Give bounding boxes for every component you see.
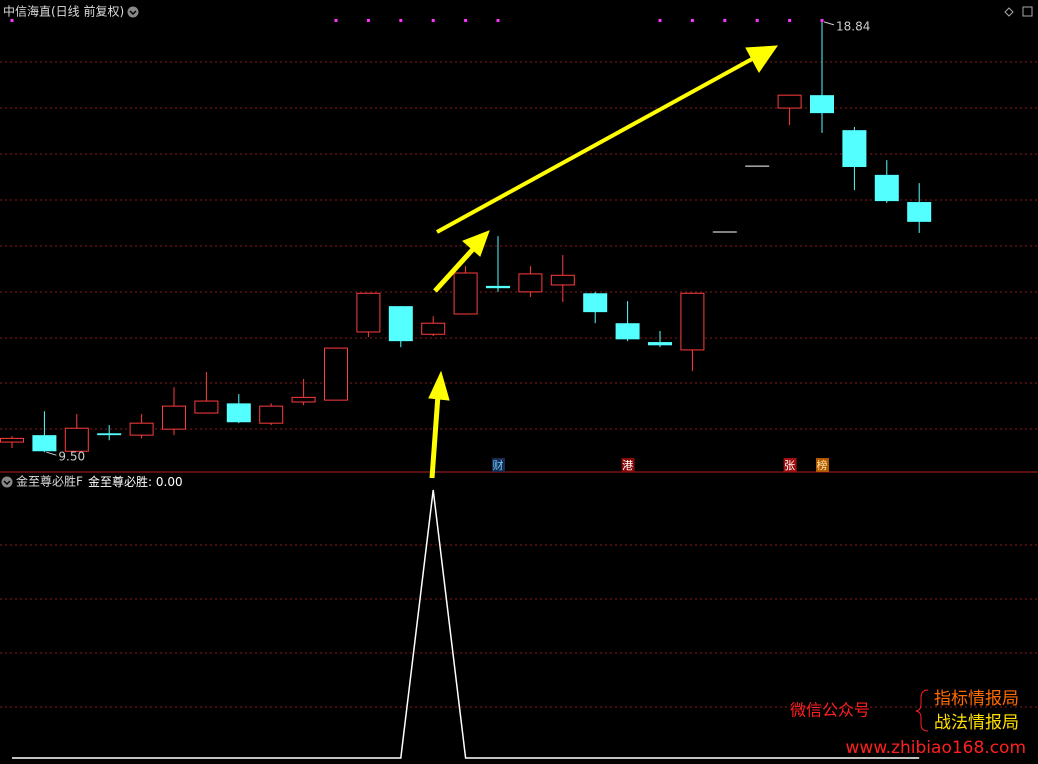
candle-body — [129, 422, 154, 436]
event-tag-bg — [492, 458, 505, 472]
candle-body — [486, 285, 510, 289]
signal-dot — [755, 19, 759, 22]
annotation-leader — [823, 21, 835, 26]
indicator-menu-icon[interactable] — [1, 476, 13, 488]
arrows — [428, 45, 778, 479]
watermark-url: www.zhibiao168.com — [846, 738, 1026, 758]
arrow — [433, 246, 476, 293]
candle-body — [648, 342, 672, 346]
signal-dot — [366, 19, 370, 22]
candle-body — [583, 293, 608, 313]
arrow-head — [428, 370, 450, 401]
indicator-menu-chevron — [3, 480, 11, 486]
candle-body — [874, 174, 899, 202]
arrow — [429, 394, 441, 479]
signal-dot — [723, 19, 727, 22]
candle-body — [421, 322, 446, 335]
signal-dot — [464, 19, 468, 22]
candle-body — [777, 94, 802, 109]
candle-body — [162, 405, 186, 430]
signal-dot — [334, 19, 338, 22]
annotation-label: 9.50 — [58, 450, 85, 464]
window-icon[interactable] — [1022, 6, 1033, 17]
candle-body — [32, 435, 57, 452]
event-tag-bg — [621, 458, 635, 472]
candle-body — [810, 95, 834, 114]
watermark-name: 战法情报局 — [934, 713, 1019, 733]
event-tag: 榜 — [817, 458, 828, 472]
candle-body — [615, 323, 640, 340]
signal-dot — [431, 19, 435, 22]
signal-dot — [820, 19, 824, 22]
legend-value: 0.00 — [156, 475, 183, 489]
chart-title: 中信海直(日线 前复权) — [3, 4, 124, 19]
legend-name: 金至尊必胜 — [88, 474, 148, 489]
menu-icon-chevron — [129, 10, 137, 16]
candle-body — [680, 292, 705, 351]
menu-icon[interactable] — [127, 6, 139, 18]
annotation-label: 18.84 — [836, 19, 870, 33]
watermark-name: 指标情报局 — [934, 689, 1019, 709]
candle-body — [518, 273, 543, 293]
signal-dot — [399, 19, 403, 22]
candle-body — [97, 433, 122, 436]
signal-dot — [788, 19, 792, 22]
signal-dot — [10, 19, 14, 22]
candle-body — [226, 403, 251, 423]
candle-body — [453, 272, 478, 315]
candle-body — [907, 202, 932, 222]
event-tag: 港 — [622, 459, 633, 472]
arrow — [436, 57, 753, 234]
event-tag: 财 — [493, 458, 504, 472]
indicator-title: 金至尊必胜F — [16, 474, 83, 489]
event-tag: 张 — [784, 459, 795, 472]
diamond-icon[interactable] — [1004, 7, 1014, 17]
legend-colon: : — [148, 475, 156, 489]
event-tag-bg — [816, 458, 829, 472]
annotation-leader — [46, 451, 57, 456]
candle-body — [64, 427, 89, 452]
candle-body — [388, 306, 413, 342]
watermark-account: 微信公众号 — [790, 701, 870, 720]
signal-dot — [690, 19, 694, 22]
candle-body — [259, 405, 284, 424]
indicator-line — [12, 489, 920, 759]
signal-dot — [496, 19, 500, 22]
candle-body — [324, 347, 348, 401]
event-tag-bg — [783, 458, 797, 472]
candle-body — [550, 274, 575, 286]
candle-body — [842, 130, 867, 168]
indicator-legend: 金至尊必胜: 0.00 — [88, 474, 183, 489]
candle-body — [356, 292, 381, 333]
candle-body — [194, 400, 219, 414]
watermark-brace — [915, 689, 929, 732]
arrow-head — [745, 45, 778, 73]
candle-body — [0, 437, 24, 443]
arrow-head — [462, 230, 490, 257]
candle-body — [291, 396, 316, 403]
signal-dot — [658, 19, 662, 22]
plot: 9.50 18.84 财 港 张 榜 — [0, 19, 932, 759]
